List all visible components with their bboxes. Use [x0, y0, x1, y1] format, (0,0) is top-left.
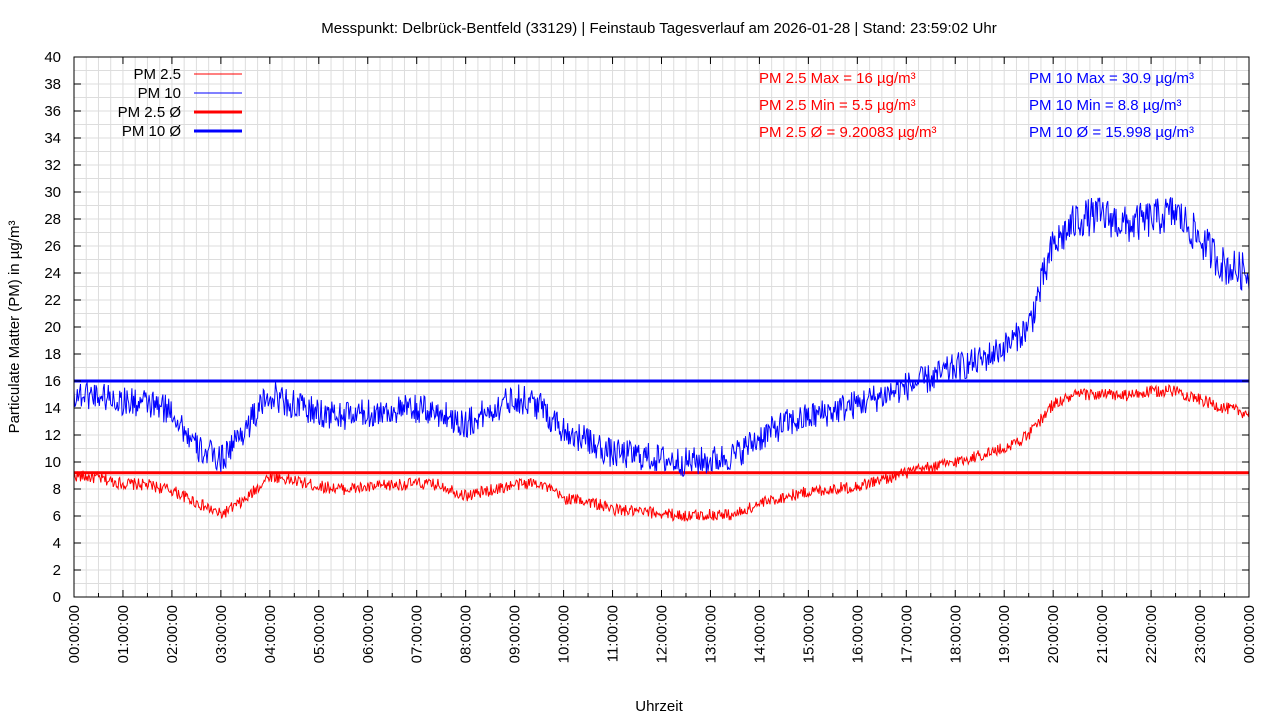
y-tick-label: 26 [44, 238, 61, 255]
x-tick-label: 19:00:00 [996, 605, 1013, 663]
stats-annotations: PM 2.5 Max = 16 µg/m³ PM 2.5 Min = 5.5 µg… [759, 70, 1194, 141]
legend: PM 2.5 PM 10 PM 2.5 Ø PM 10 Ø [118, 66, 242, 140]
x-tick-label: 07:00:00 [409, 605, 426, 663]
pm10-stat-label: PM 10 Max = 30.9 µg/m³ [1029, 70, 1194, 87]
x-tick-label: 00:00:00 [66, 605, 83, 663]
y-tick-label: 20 [44, 319, 61, 336]
legend-label: PM 2.5 [133, 66, 181, 83]
y-tick-label: 24 [44, 265, 61, 282]
y-tick-label: 32 [44, 157, 61, 174]
pm25-stat-label: PM 2.5 Min = 5.5 µg/m³ [759, 97, 916, 114]
pm10-series-line [73, 197, 1250, 477]
y-tick-label: 22 [44, 292, 61, 309]
y-tick-label: 2 [53, 562, 61, 579]
series-lines [73, 197, 1250, 522]
x-tick-label: 03:00:00 [213, 605, 230, 663]
y-tick-label: 6 [53, 508, 61, 525]
x-tick-label: 16:00:00 [849, 605, 866, 663]
x-tick-label: 23:00:00 [1192, 605, 1209, 663]
y-tick-label: 16 [44, 373, 61, 390]
y-tick-label: 8 [53, 481, 61, 498]
x-tick-label: 09:00:00 [507, 605, 524, 663]
pm10-stat-label: PM 10 Ø = 15.998 µg/m³ [1029, 124, 1194, 141]
x-tick-label: 00:00:00 [1241, 605, 1258, 663]
x-tick-labels: 00:00:00 01:00:00 02:00:00 03:00:00 04:00:00… [66, 605, 1258, 663]
y-tick-label: 18 [44, 346, 61, 363]
chart-title: Messpunkt: Delbrück-Bentfeld (33129) | F… [321, 20, 996, 37]
x-tick-label: 10:00:00 [556, 605, 573, 663]
y-tick-label: 34 [44, 130, 61, 147]
y-tick-label: 4 [53, 535, 61, 552]
legend-label: PM 10 [138, 85, 181, 102]
x-tick-label: 08:00:00 [458, 605, 475, 663]
x-tick-label: 11:00:00 [605, 605, 622, 662]
y-tick-label: 10 [44, 454, 61, 471]
y-axis-label: Particulate Matter (PM) in µg/m³ [6, 221, 23, 434]
x-tick-label: 17:00:00 [898, 605, 915, 663]
x-tick-label: 15:00:00 [800, 605, 817, 663]
pm10-stat-label: PM 10 Min = 8.8 µg/m³ [1029, 97, 1181, 114]
legend-label: PM 10 Ø [122, 123, 182, 140]
y-tick-label: 28 [44, 211, 61, 228]
y-tick-label: 38 [44, 76, 61, 93]
x-tick-label: 18:00:00 [947, 605, 964, 663]
x-tick-label: 05:00:00 [311, 605, 328, 663]
legend-label: PM 2.5 Ø [118, 104, 182, 121]
x-tick-label: 13:00:00 [702, 605, 719, 663]
x-tick-label: 01:00:00 [115, 605, 132, 663]
x-tick-label: 14:00:00 [751, 605, 768, 663]
average-lines [74, 379, 1249, 475]
x-tick-label: 04:00:00 [262, 605, 279, 663]
y-tick-label: 40 [44, 49, 61, 66]
pm25-stat-label: PM 2.5 Ø = 9.20083 µg/m³ [759, 124, 936, 141]
y-tick-label: 36 [44, 103, 61, 120]
x-tick-label: 02:00:00 [164, 605, 181, 663]
y-tick-label: 14 [44, 400, 61, 417]
x-tick-label: 22:00:00 [1143, 605, 1160, 663]
x-tick-label: 06:00:00 [360, 605, 377, 663]
x-axis-label: Uhrzeit [635, 698, 683, 715]
x-tick-label: 20:00:00 [1045, 605, 1062, 663]
pm25-series-line [73, 383, 1250, 522]
y-tick-label: 0 [53, 589, 61, 606]
x-tick-label: 12:00:00 [654, 605, 671, 663]
axis-ticks [73, 56, 1250, 598]
pm25-stat-label: PM 2.5 Max = 16 µg/m³ [759, 70, 916, 87]
x-tick-label: 21:00:00 [1094, 605, 1111, 663]
y-tick-label: 12 [44, 427, 61, 444]
y-tick-label: 30 [44, 184, 61, 201]
